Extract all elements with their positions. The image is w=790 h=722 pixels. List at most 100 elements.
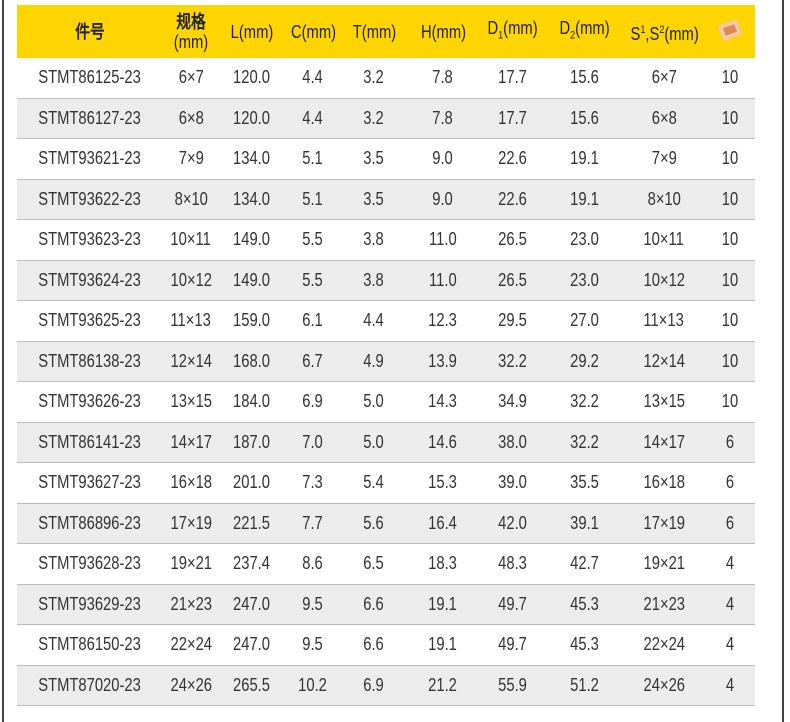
table-row: STMT93627-23 16×18 201.0 7.3 5.4 15.3 39.0 35.5…	[17, 462, 755, 504]
cell-spec: 13×15	[163, 381, 219, 423]
cell-spec: 16×18	[163, 462, 219, 504]
l-value: 237.4	[233, 553, 271, 574]
cell-qty: 6	[705, 462, 755, 504]
cell-d1: 38.0	[479, 422, 547, 463]
cell-d2: 32.2	[547, 381, 623, 423]
qty-value: 10	[721, 67, 739, 88]
h-value: 13.9	[428, 350, 458, 371]
cell-part-number: STMT87020-23	[17, 665, 163, 706]
s1-letter: S	[630, 23, 641, 44]
cell-l: 120.0	[219, 58, 285, 99]
cell-h: 15.3	[407, 462, 479, 504]
cell-spec: 17×19	[163, 503, 219, 544]
cell-s: 24×26	[623, 665, 705, 706]
l-value: 247.0	[233, 634, 271, 655]
table-row: STMT93626-23 13×15 184.0 6.9 5.0 14.3 34.9 32.2…	[17, 381, 755, 423]
spec-value: 13×15	[170, 391, 212, 412]
s-value: 21×23	[643, 593, 685, 614]
cell-part-number: STMT86138-23	[17, 341, 163, 382]
cell-d1: 26.5	[479, 260, 547, 301]
cell-t: 3.2	[341, 98, 407, 139]
spec-value: 22×24	[170, 634, 212, 655]
header-spec-top: 规格	[176, 11, 206, 32]
cell-h: 19.1	[407, 624, 479, 666]
s-value: 10×11	[643, 229, 685, 250]
cell-spec: 19×21	[163, 543, 219, 585]
spec-value: 10×11	[170, 229, 212, 250]
cell-s: 11×13	[623, 300, 705, 342]
h-value: 7.8	[432, 67, 454, 88]
cell-l: 168.0	[219, 341, 285, 382]
d1-value: 48.3	[498, 553, 528, 574]
cell-l: 247.0	[219, 584, 285, 625]
cell-qty: 10	[705, 179, 755, 220]
cell-spec: 10×12	[163, 260, 219, 301]
d2-sub: 2	[570, 29, 576, 42]
cell-t: 4.9	[341, 341, 407, 382]
cell-d2: 45.3	[547, 624, 623, 666]
cell-l: 221.5	[219, 503, 285, 544]
cell-spec: 14×17	[163, 422, 219, 463]
d2-value: 45.3	[570, 634, 600, 655]
cell-part-number: STMT93621-23	[17, 138, 163, 180]
cell-t: 6.6	[341, 624, 407, 666]
cell-s: 16×18	[623, 462, 705, 504]
spec-value: 6×7	[178, 67, 204, 88]
header-spec-unit: (mm)	[173, 31, 209, 52]
d2-unit: (mm)	[575, 17, 611, 38]
cell-d2: 23.0	[547, 260, 623, 301]
cell-s: 6×7	[623, 58, 705, 99]
d1-value: 22.6	[498, 188, 528, 209]
cell-c: 6.1	[285, 300, 341, 342]
cell-d1: 48.3	[479, 543, 547, 585]
cell-d2: 15.6	[547, 58, 623, 99]
l-value: 184.0	[233, 391, 271, 412]
h-value: 19.1	[428, 593, 458, 614]
cell-t: 3.8	[341, 260, 407, 301]
cell-part-number: STMT86125-23	[17, 58, 163, 99]
c-value: 7.7	[302, 512, 324, 533]
cell-l: 120.0	[219, 98, 285, 139]
spec-value: 7×9	[178, 148, 204, 169]
cell-c: 6.7	[285, 341, 341, 382]
cell-l: 159.0	[219, 300, 285, 342]
header-t-label: T(mm)	[352, 21, 396, 42]
part-number-value: STMT93624-23	[38, 269, 142, 290]
cell-spec: 22×24	[163, 624, 219, 666]
part-number-value: STMT93623-23	[38, 229, 142, 250]
qty-value: 6	[725, 431, 735, 452]
part-number-value: STMT93625-23	[38, 310, 142, 331]
s-value: 16×18	[643, 472, 685, 493]
cell-qty: 10	[705, 58, 755, 99]
header-l: L(mm)	[219, 5, 285, 58]
cell-t: 5.0	[341, 422, 407, 463]
header-c-label: C(mm)	[290, 21, 336, 42]
cell-s: 7×9	[623, 138, 705, 180]
t-value: 3.2	[363, 67, 385, 88]
table-row: STMT86150-23 22×24 247.0 9.5 6.6 19.1 49.7 45.3…	[17, 624, 755, 666]
cell-part-number: STMT93626-23	[17, 381, 163, 423]
cell-t: 5.6	[341, 503, 407, 544]
cell-h: 9.0	[407, 138, 479, 180]
qty-value: 10	[721, 269, 739, 290]
cell-qty: 10	[705, 260, 755, 301]
qty-value: 6	[725, 512, 735, 533]
cell-d1: 49.7	[479, 624, 547, 666]
s-value: 13×15	[643, 391, 685, 412]
cell-d1: 39.0	[479, 462, 547, 504]
cell-part-number: STMT93628-23	[17, 543, 163, 585]
l-value: 247.0	[233, 593, 271, 614]
table-row: STMT86138-23 12×14 168.0 6.7 4.9 13.9 32.2 29.2…	[17, 341, 755, 382]
qty-value: 4	[725, 593, 735, 614]
cell-c: 5.5	[285, 260, 341, 301]
d1-value: 22.6	[498, 148, 528, 169]
cell-c: 6.9	[285, 381, 341, 423]
part-number-value: STMT93622-23	[38, 188, 142, 209]
d1-value: 39.0	[498, 472, 528, 493]
qty-value: 10	[721, 391, 739, 412]
cell-c: 8.6	[285, 543, 341, 585]
t-value: 3.5	[363, 148, 385, 169]
table-row: STMT86141-23 14×17 187.0 7.0 5.0 14.6 38.0 32.2…	[17, 422, 755, 463]
cell-c: 5.1	[285, 179, 341, 220]
